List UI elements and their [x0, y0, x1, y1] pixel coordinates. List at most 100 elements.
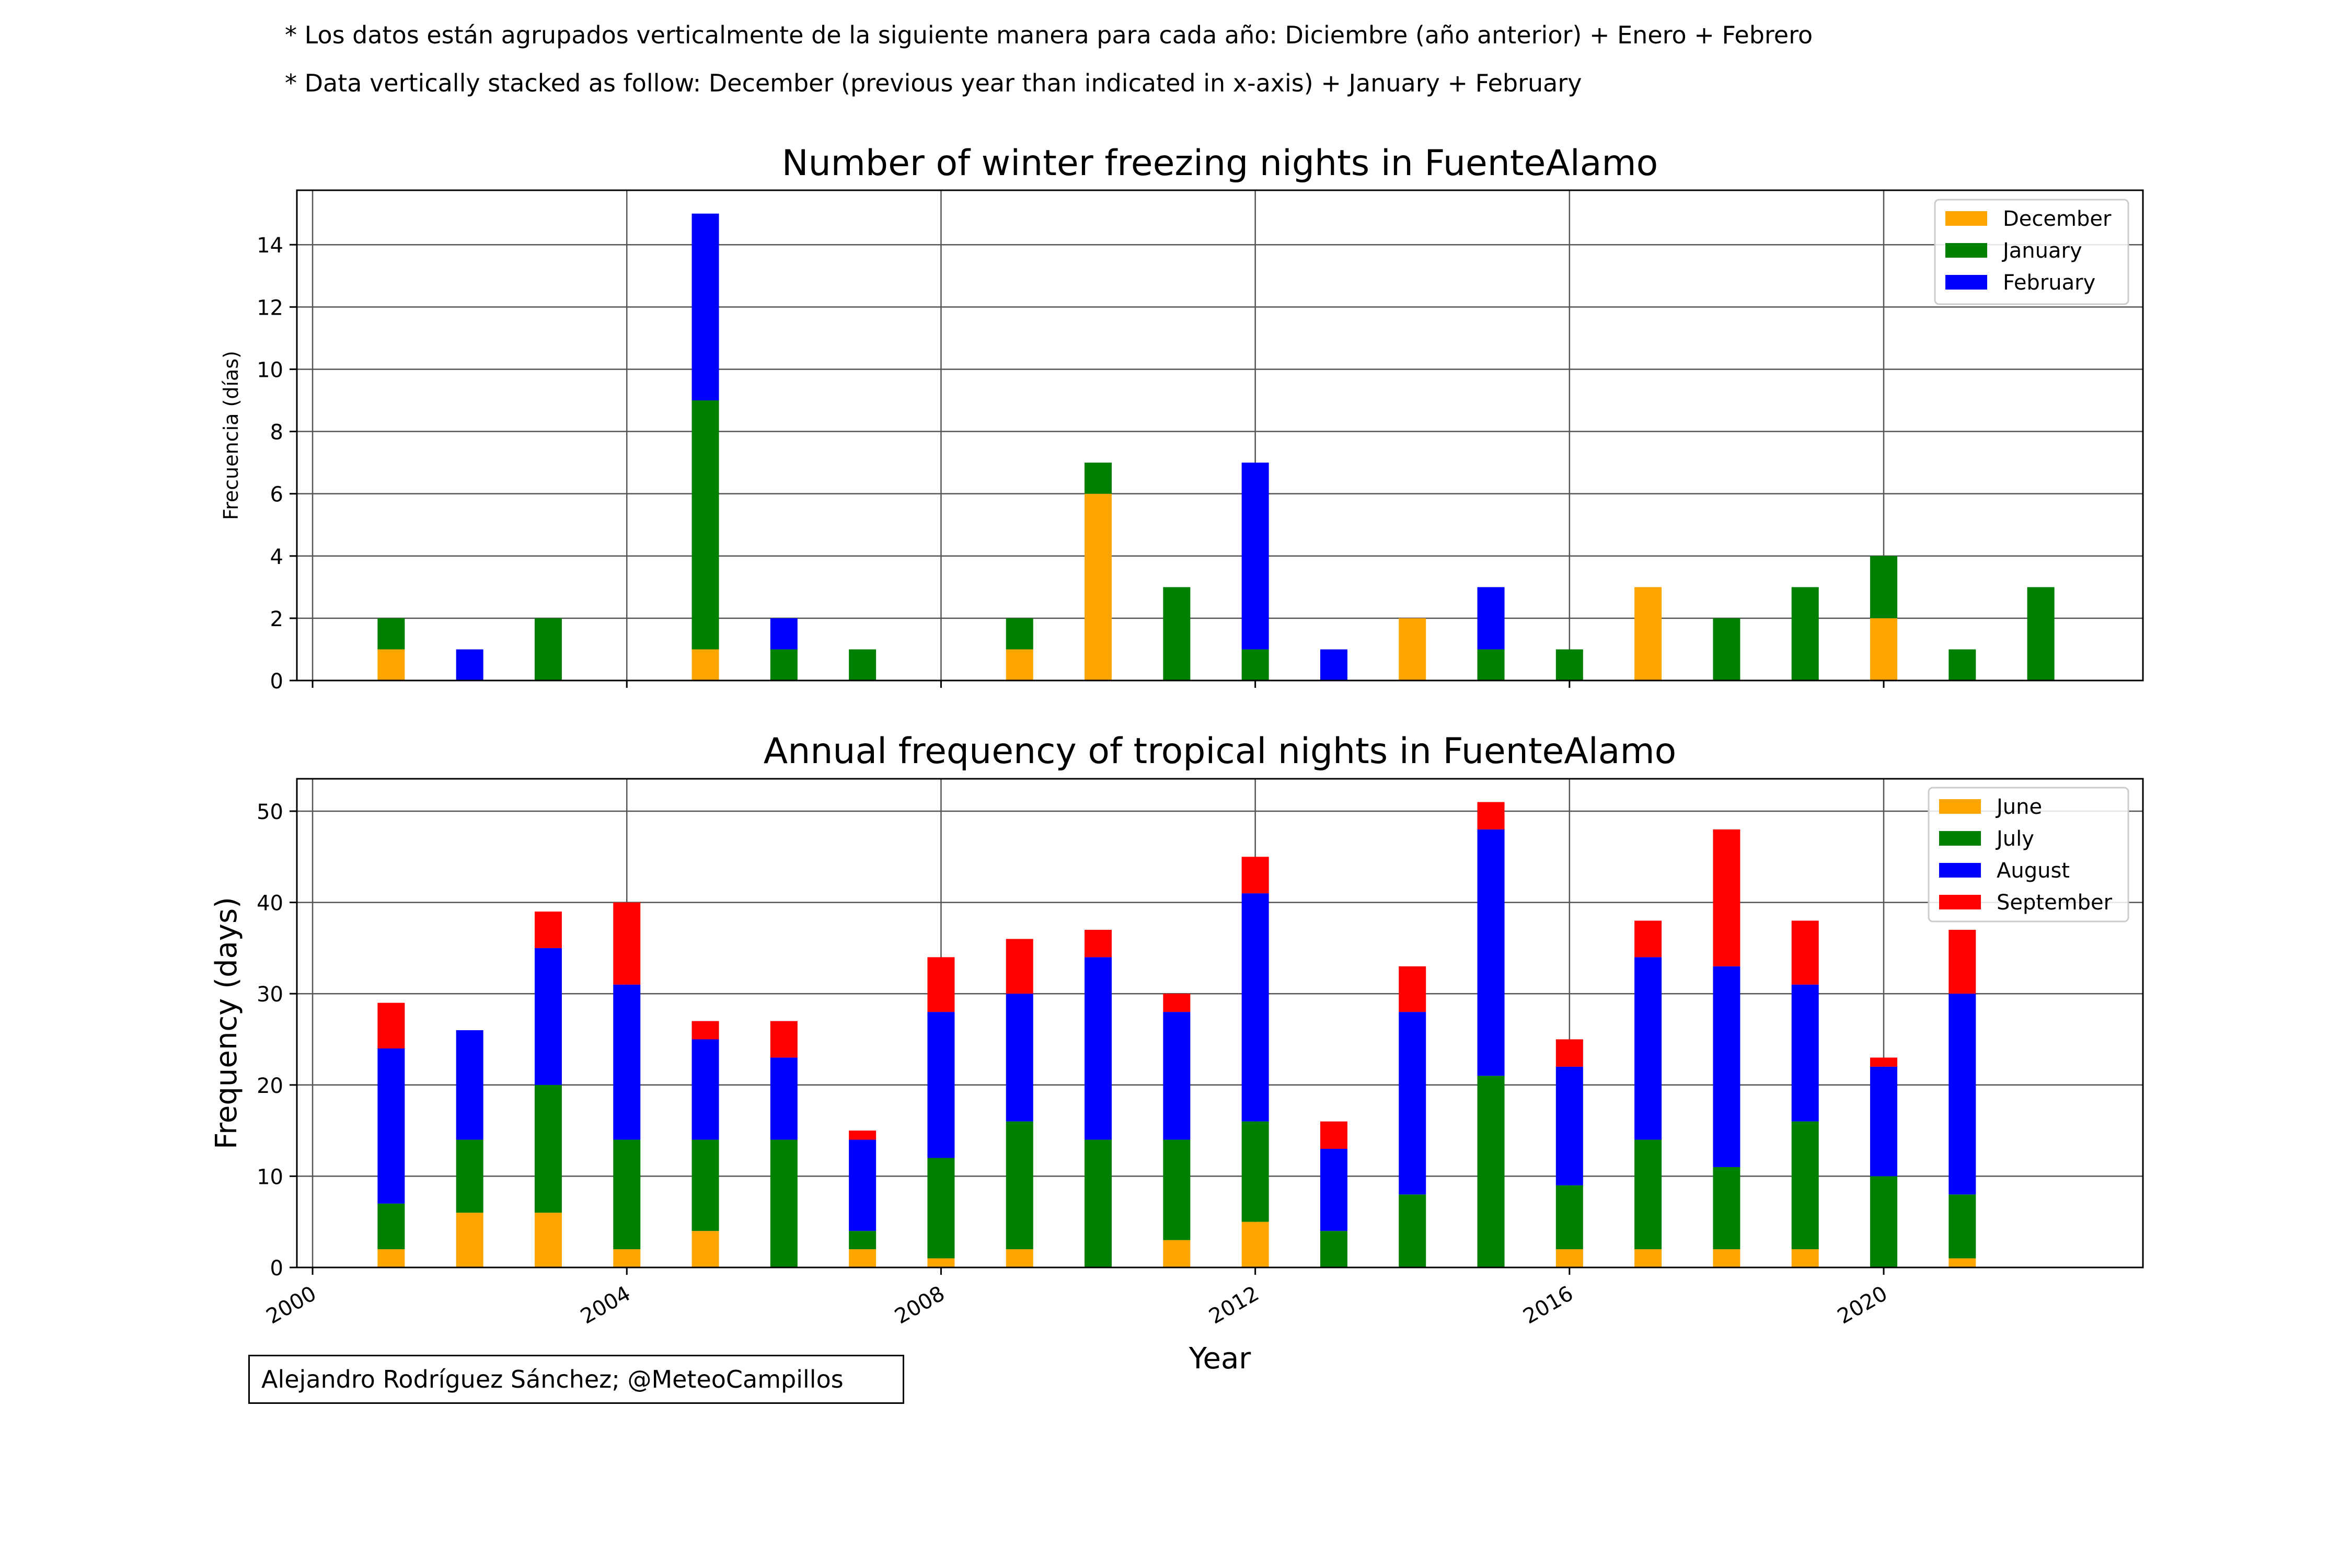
bar-june-2017 — [1634, 1249, 1662, 1267]
bar-january-2021 — [1949, 649, 1976, 681]
bar-july-2013 — [1320, 1231, 1347, 1267]
legend-swatch-august — [1939, 863, 1981, 878]
legend-box — [1928, 787, 2129, 923]
bar-july-2008 — [927, 1158, 955, 1259]
bar-august-2011 — [1163, 1012, 1191, 1140]
legend-label-december: December — [2003, 207, 2112, 231]
bar-july-2021 — [1949, 1194, 1976, 1259]
bar-july-2010 — [1085, 1139, 1112, 1267]
legend-swatch-september — [1939, 895, 1981, 909]
bar-june-2004 — [613, 1249, 641, 1267]
bar-august-2010 — [1085, 957, 1112, 1140]
note-english: * Data vertically stacked as follow: Dec… — [285, 69, 1582, 97]
bar-july-2015 — [1477, 1076, 1505, 1267]
legend-swatch-february — [1945, 275, 1987, 290]
bar-january-2012 — [1241, 649, 1269, 681]
legend-swatch-december — [1945, 211, 1987, 226]
bar-june-2009 — [1006, 1249, 1033, 1267]
bar-december-2014 — [1399, 618, 1426, 681]
bar-september-2017 — [1634, 920, 1662, 958]
y-tick-label: 4 — [270, 545, 283, 569]
bar-july-2019 — [1791, 1121, 1819, 1250]
y-tick-label: 0 — [270, 1256, 283, 1281]
x-axis-label: Year — [1189, 1342, 1252, 1376]
bar-december-2001 — [377, 649, 405, 681]
bar-august-2003 — [534, 948, 562, 1085]
bar-september-2001 — [377, 1002, 405, 1048]
bar-september-2004 — [613, 902, 641, 985]
bar-july-2005 — [691, 1139, 719, 1231]
bar-july-2002 — [456, 1139, 483, 1213]
bar-july-2003 — [534, 1085, 562, 1213]
bar-january-2009 — [1006, 618, 1033, 650]
bar-february-2005 — [691, 213, 719, 400]
bar-august-2019 — [1791, 984, 1819, 1122]
y-tick-label: 0 — [270, 670, 283, 694]
bar-july-2006 — [770, 1139, 798, 1267]
bar-august-2017 — [1634, 957, 1662, 1140]
bar-august-2020 — [1870, 1066, 1898, 1177]
y-tick-label: 40 — [257, 892, 283, 916]
bar-july-2018 — [1713, 1167, 1740, 1250]
bar-september-2021 — [1949, 929, 1976, 994]
bar-july-2020 — [1870, 1176, 1898, 1267]
chart-title: Annual frequency of tropical nights in F… — [764, 731, 1677, 772]
legend-label-june: June — [1995, 795, 2042, 819]
bar-september-2008 — [927, 957, 955, 1012]
bar-september-2007 — [849, 1131, 877, 1140]
x-tick-label: 2008 — [891, 1282, 949, 1329]
y-tick-label: 20 — [257, 1074, 283, 1098]
bar-july-2014 — [1399, 1194, 1426, 1267]
bar-august-2004 — [613, 984, 641, 1140]
bar-february-2006 — [770, 618, 798, 650]
bar-september-2006 — [770, 1021, 798, 1058]
bar-february-2015 — [1477, 587, 1505, 650]
y-tick-label: 8 — [270, 421, 283, 445]
bar-july-2011 — [1163, 1139, 1191, 1240]
bar-february-2012 — [1241, 463, 1269, 650]
x-tick-label: 2000 — [262, 1282, 320, 1329]
y-tick-label: 2 — [270, 607, 283, 631]
bar-august-2016 — [1555, 1066, 1583, 1185]
bar-june-2001 — [377, 1249, 405, 1267]
bar-august-2005 — [691, 1039, 719, 1140]
legend-label-september: September — [1997, 891, 2113, 915]
bar-june-2019 — [1791, 1249, 1819, 1267]
bar-january-2018 — [1713, 618, 1740, 681]
bar-july-2004 — [613, 1139, 641, 1250]
note-spanish: * Los datos están agrupados verticalment… — [285, 21, 1813, 49]
bar-august-2013 — [1320, 1149, 1347, 1231]
bar-september-2018 — [1713, 829, 1740, 966]
axes-frame — [296, 189, 2144, 682]
bar-september-2019 — [1791, 920, 1819, 985]
bar-january-2005 — [691, 400, 719, 650]
bar-september-2012 — [1241, 857, 1269, 894]
bar-september-2013 — [1320, 1121, 1347, 1149]
bar-june-2002 — [456, 1213, 483, 1267]
bar-january-2001 — [377, 618, 405, 650]
bar-january-2011 — [1163, 587, 1191, 681]
bar-february-2002 — [456, 649, 483, 681]
bar-july-2007 — [849, 1231, 877, 1250]
bar-september-2016 — [1555, 1039, 1583, 1067]
y-axis-label: Frecuencia (días) — [220, 351, 243, 520]
bar-june-2007 — [849, 1249, 877, 1267]
legend-label-august: August — [1997, 859, 2070, 883]
bar-january-2022 — [2027, 587, 2055, 681]
bar-september-2003 — [534, 912, 562, 948]
y-tick-label: 12 — [257, 296, 283, 320]
bar-august-2012 — [1241, 893, 1269, 1122]
legend-label-february: February — [2003, 271, 2095, 295]
bar-august-2014 — [1399, 1012, 1426, 1195]
bar-december-2009 — [1006, 649, 1033, 681]
bar-june-2016 — [1555, 1249, 1583, 1267]
bar-september-2005 — [691, 1021, 719, 1040]
y-tick-label: 6 — [270, 483, 283, 507]
bar-july-2017 — [1634, 1139, 1662, 1250]
credit-box: Alejandro Rodríguez Sánchez; @MeteoCampi… — [248, 1355, 904, 1404]
legend-swatch-july — [1939, 831, 1981, 846]
x-tick-label: 2004 — [577, 1282, 635, 1329]
bar-june-2012 — [1241, 1221, 1269, 1267]
bar-september-2015 — [1477, 802, 1505, 829]
